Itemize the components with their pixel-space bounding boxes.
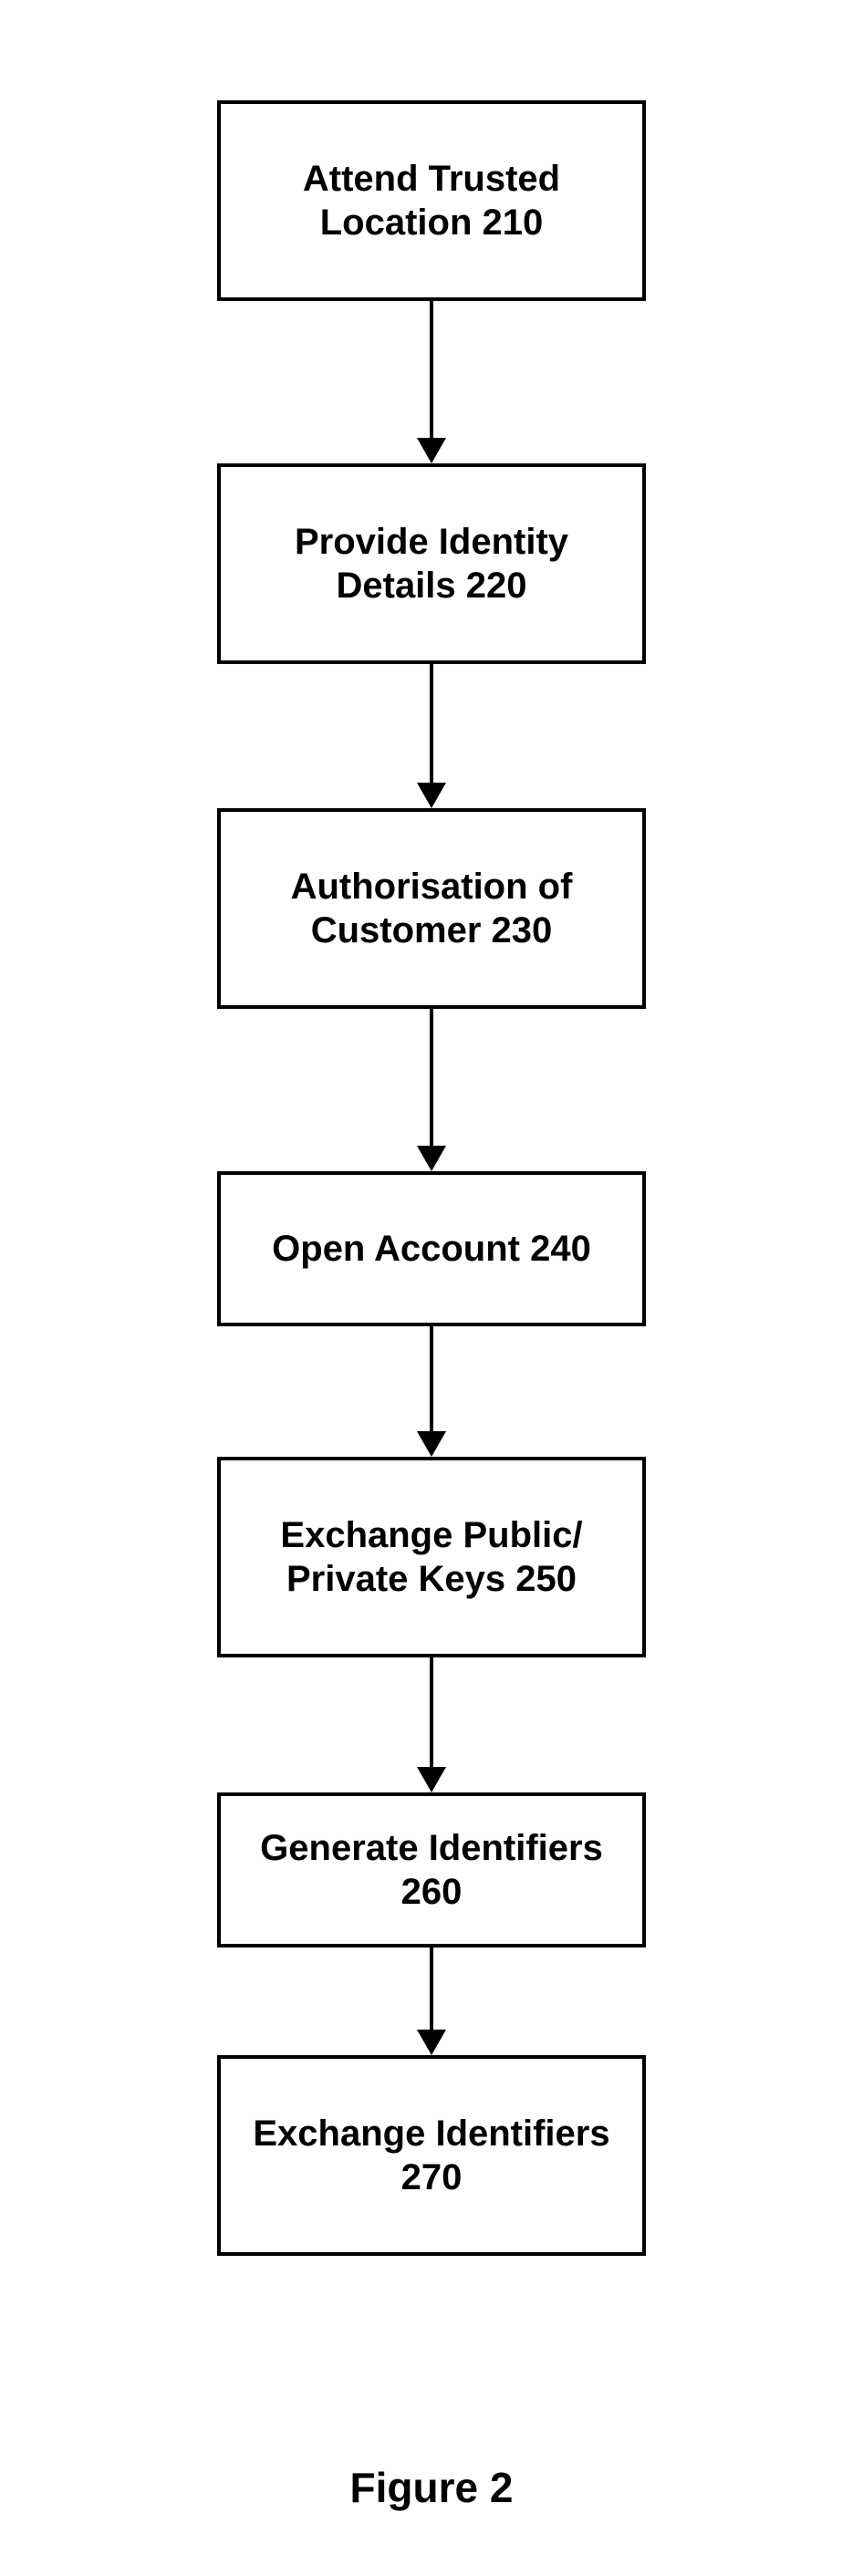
flow-node-label: Exchange Public/ Private Keys 250 xyxy=(239,1513,624,1601)
flow-node: Generate Identifiers 260 xyxy=(217,1792,646,1948)
flow-arrow xyxy=(417,1948,446,2055)
flow-node-label: Provide Identity Details 220 xyxy=(239,520,624,608)
arrow-head-icon xyxy=(417,1431,446,1457)
arrow-shaft xyxy=(430,1326,433,1431)
flow-node-label: Exchange Identifiers 270 xyxy=(239,2112,624,2199)
figure-caption: Figure 2 xyxy=(350,2463,514,2512)
flow-node-label: Generate Identifiers 260 xyxy=(239,1826,624,1914)
arrow-head-icon xyxy=(417,1767,446,1792)
flow-node: Authorisation of Customer 230 xyxy=(217,808,646,1009)
flow-node: Exchange Identifiers 270 xyxy=(217,2055,646,2256)
flow-arrow xyxy=(417,1657,446,1792)
arrow-head-icon xyxy=(417,2030,446,2055)
flow-node: Attend Trusted Location 210 xyxy=(217,100,646,301)
arrow-shaft xyxy=(430,1657,433,1767)
flowchart-container: Attend Trusted Location 210 Provide Ident… xyxy=(217,100,646,2256)
flow-node-label: Open Account 240 xyxy=(272,1227,591,1271)
arrow-shaft xyxy=(430,664,433,783)
arrow-shaft xyxy=(430,1948,433,2030)
arrow-head-icon xyxy=(417,1146,446,1171)
flow-node: Provide Identity Details 220 xyxy=(217,463,646,664)
flow-node-label: Attend Trusted Location 210 xyxy=(239,157,624,244)
flow-node-label: Authorisation of Customer 230 xyxy=(239,865,624,952)
arrow-shaft xyxy=(430,301,433,438)
flow-node: Exchange Public/ Private Keys 250 xyxy=(217,1457,646,1657)
flow-node: Open Account 240 xyxy=(217,1171,646,1326)
arrow-shaft xyxy=(430,1009,433,1146)
arrow-head-icon xyxy=(417,438,446,463)
arrow-head-icon xyxy=(417,783,446,808)
flow-arrow xyxy=(417,664,446,808)
flow-arrow xyxy=(417,301,446,463)
flow-arrow xyxy=(417,1326,446,1457)
flow-arrow xyxy=(417,1009,446,1171)
